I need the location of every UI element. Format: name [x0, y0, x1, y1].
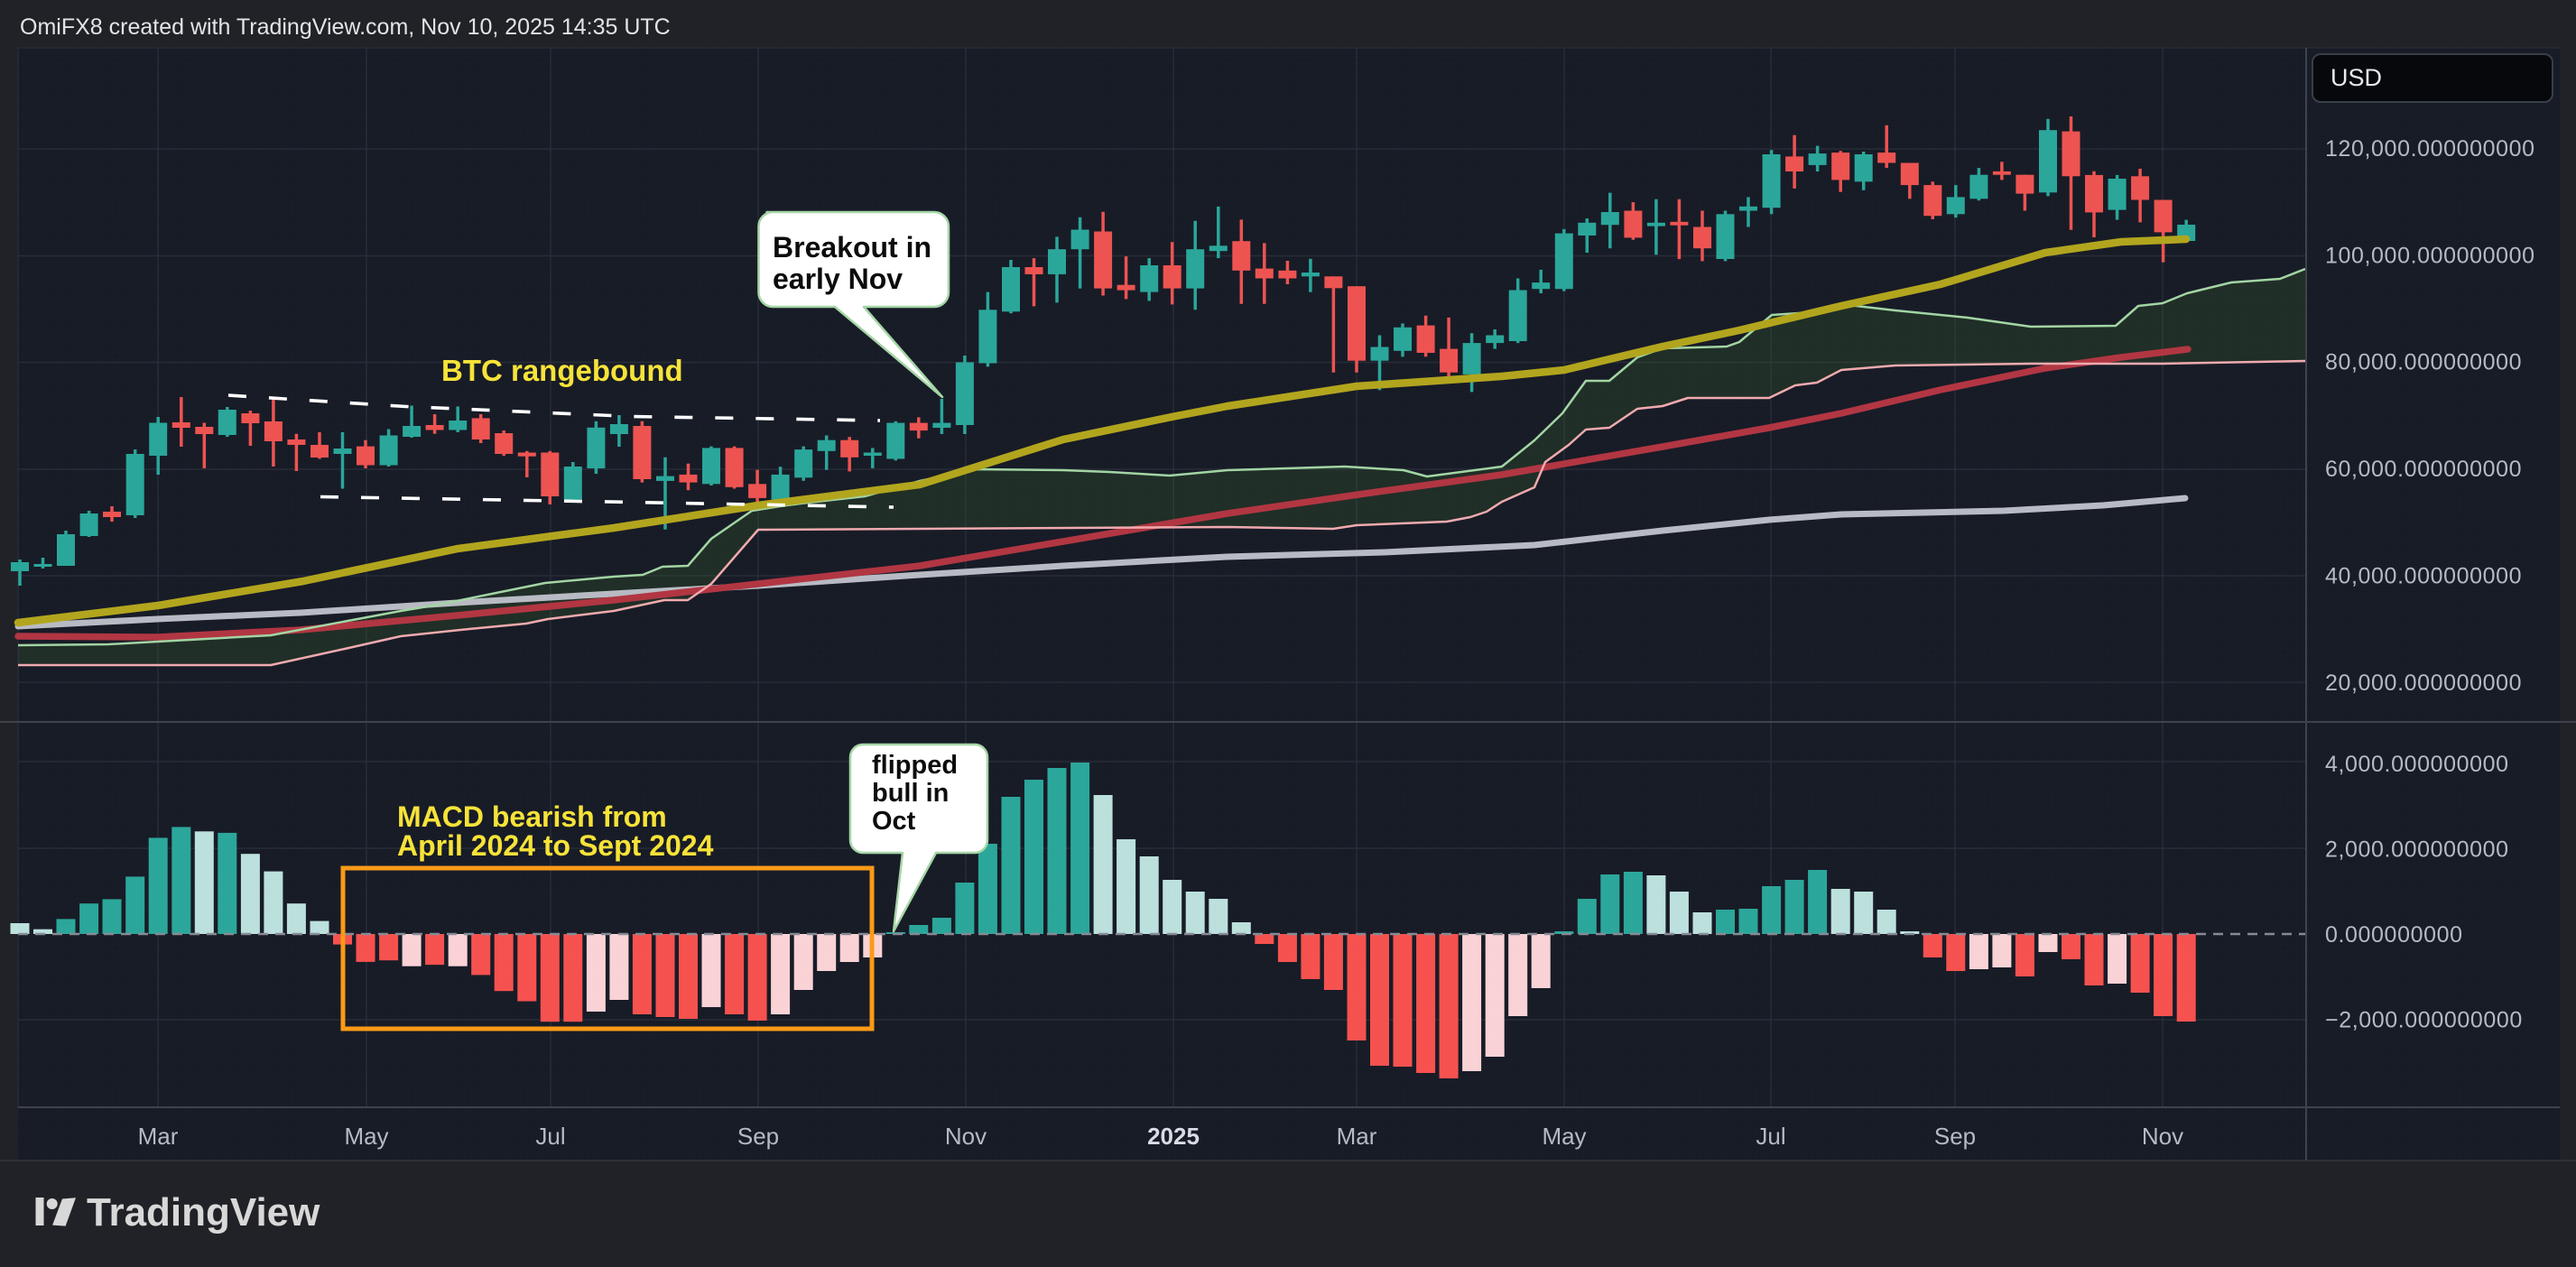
svg-text:May: May [1542, 1123, 1586, 1150]
svg-text:USD: USD [2330, 64, 2382, 91]
svg-text:80,000.000000000: 80,000.000000000 [2325, 350, 2522, 375]
svg-text:May: May [344, 1123, 388, 1150]
svg-text:flipped: flipped [872, 751, 958, 780]
svg-text:2,000.000000000: 2,000.000000000 [2325, 837, 2509, 862]
svg-text:Oct: Oct [872, 807, 916, 836]
svg-text:120,000.000000000: 120,000.000000000 [2325, 136, 2535, 162]
svg-text:Jul: Jul [1756, 1123, 1785, 1150]
svg-text:early Nov: early Nov [773, 263, 903, 295]
svg-text:Jul: Jul [535, 1123, 565, 1150]
svg-text:Breakout in: Breakout in [773, 231, 931, 264]
svg-text:2025: 2025 [1147, 1123, 1200, 1150]
svg-text:40,000.000000000: 40,000.000000000 [2325, 564, 2522, 589]
svg-text:MACD bearish from: MACD bearish from [397, 800, 667, 833]
svg-text:TradingView: TradingView [87, 1190, 320, 1235]
svg-text:−2,000.000000000: −2,000.000000000 [2325, 1008, 2523, 1033]
svg-text:Mar: Mar [1337, 1123, 1377, 1150]
svg-text:BTC rangebound: BTC rangebound [441, 354, 683, 387]
svg-text:Sep: Sep [737, 1123, 779, 1150]
svg-text:Mar: Mar [138, 1123, 179, 1150]
svg-text:OmiFX8 created with TradingVie: OmiFX8 created with TradingView.com, Nov… [20, 14, 671, 40]
svg-text:20,000.000000000: 20,000.000000000 [2325, 670, 2522, 696]
svg-text:0.000000000: 0.000000000 [2325, 922, 2463, 948]
svg-text:Nov: Nov [2142, 1123, 2183, 1150]
svg-text:April 2024 to Sept 2024: April 2024 to Sept 2024 [397, 829, 714, 862]
svg-text:Sep: Sep [1934, 1123, 1976, 1150]
svg-text:Nov: Nov [945, 1123, 987, 1150]
svg-text:bull in: bull in [872, 779, 949, 808]
svg-text:60,000.000000000: 60,000.000000000 [2325, 457, 2522, 482]
svg-text:4,000.000000000: 4,000.000000000 [2325, 752, 2509, 777]
svg-text:100,000.000000000: 100,000.000000000 [2325, 244, 2535, 269]
